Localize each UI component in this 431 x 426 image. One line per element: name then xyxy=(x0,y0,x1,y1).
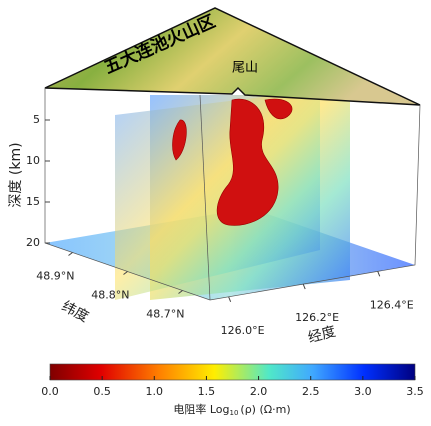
y-tick xyxy=(178,290,183,294)
colorbar-tick-label: 3.5 xyxy=(406,385,424,398)
z-tick-label: 5 xyxy=(33,113,40,126)
y-tick-label: 48.9°N xyxy=(36,270,74,283)
z-tick-label: 20 xyxy=(26,236,40,249)
colorbar-tick-label: 0.5 xyxy=(93,385,111,398)
z-axis-title: 深度 (km) xyxy=(8,142,24,207)
x-tick-label: 126.4°E xyxy=(370,298,414,311)
z-tick-label: 15 xyxy=(26,195,40,208)
x-tick-label: 126.2°E xyxy=(295,311,339,324)
y-tick-label: 48.8°N xyxy=(91,289,129,302)
scene xyxy=(44,7,421,301)
colorbar-tick-label: 2.5 xyxy=(302,385,320,398)
z-tick-label: 10 xyxy=(26,154,40,167)
x-tick-label: 126.0°E xyxy=(221,324,265,337)
colorbar-label-prefix: 电阻率 Log xyxy=(173,402,229,416)
annotation: 尾山 xyxy=(232,61,258,76)
x-tick xyxy=(302,283,306,290)
box-edge xyxy=(199,94,211,301)
y-tick xyxy=(123,271,128,275)
x-axis-title: 经度 xyxy=(306,324,337,347)
y-axis-title: 纬度 xyxy=(59,298,91,325)
colorbar xyxy=(49,363,416,381)
colorbar-label: 电阻率 Log10 (ρ) (Ω·m) xyxy=(173,402,290,417)
lon-slice xyxy=(115,90,320,300)
conductor-body xyxy=(172,98,293,226)
y-tick-label: 48.7°N xyxy=(146,308,184,321)
colorbar-label-sub: 10 xyxy=(229,409,238,417)
colorbar-tick-label: 2.0 xyxy=(250,385,268,398)
y-tick xyxy=(68,252,73,256)
terrain-surface xyxy=(44,7,421,106)
colorbar-tick-label: 1.0 xyxy=(146,385,164,398)
colorbar-label-suffix: (ρ) (Ω·m) xyxy=(240,403,290,416)
colorbar-tick-label: 0.0 xyxy=(41,385,59,398)
colorbar-tick-label: 3.0 xyxy=(354,385,372,398)
colorbar-tick-label: 1.5 xyxy=(198,385,216,398)
x-tick xyxy=(228,296,232,303)
x-tick xyxy=(377,271,381,277)
